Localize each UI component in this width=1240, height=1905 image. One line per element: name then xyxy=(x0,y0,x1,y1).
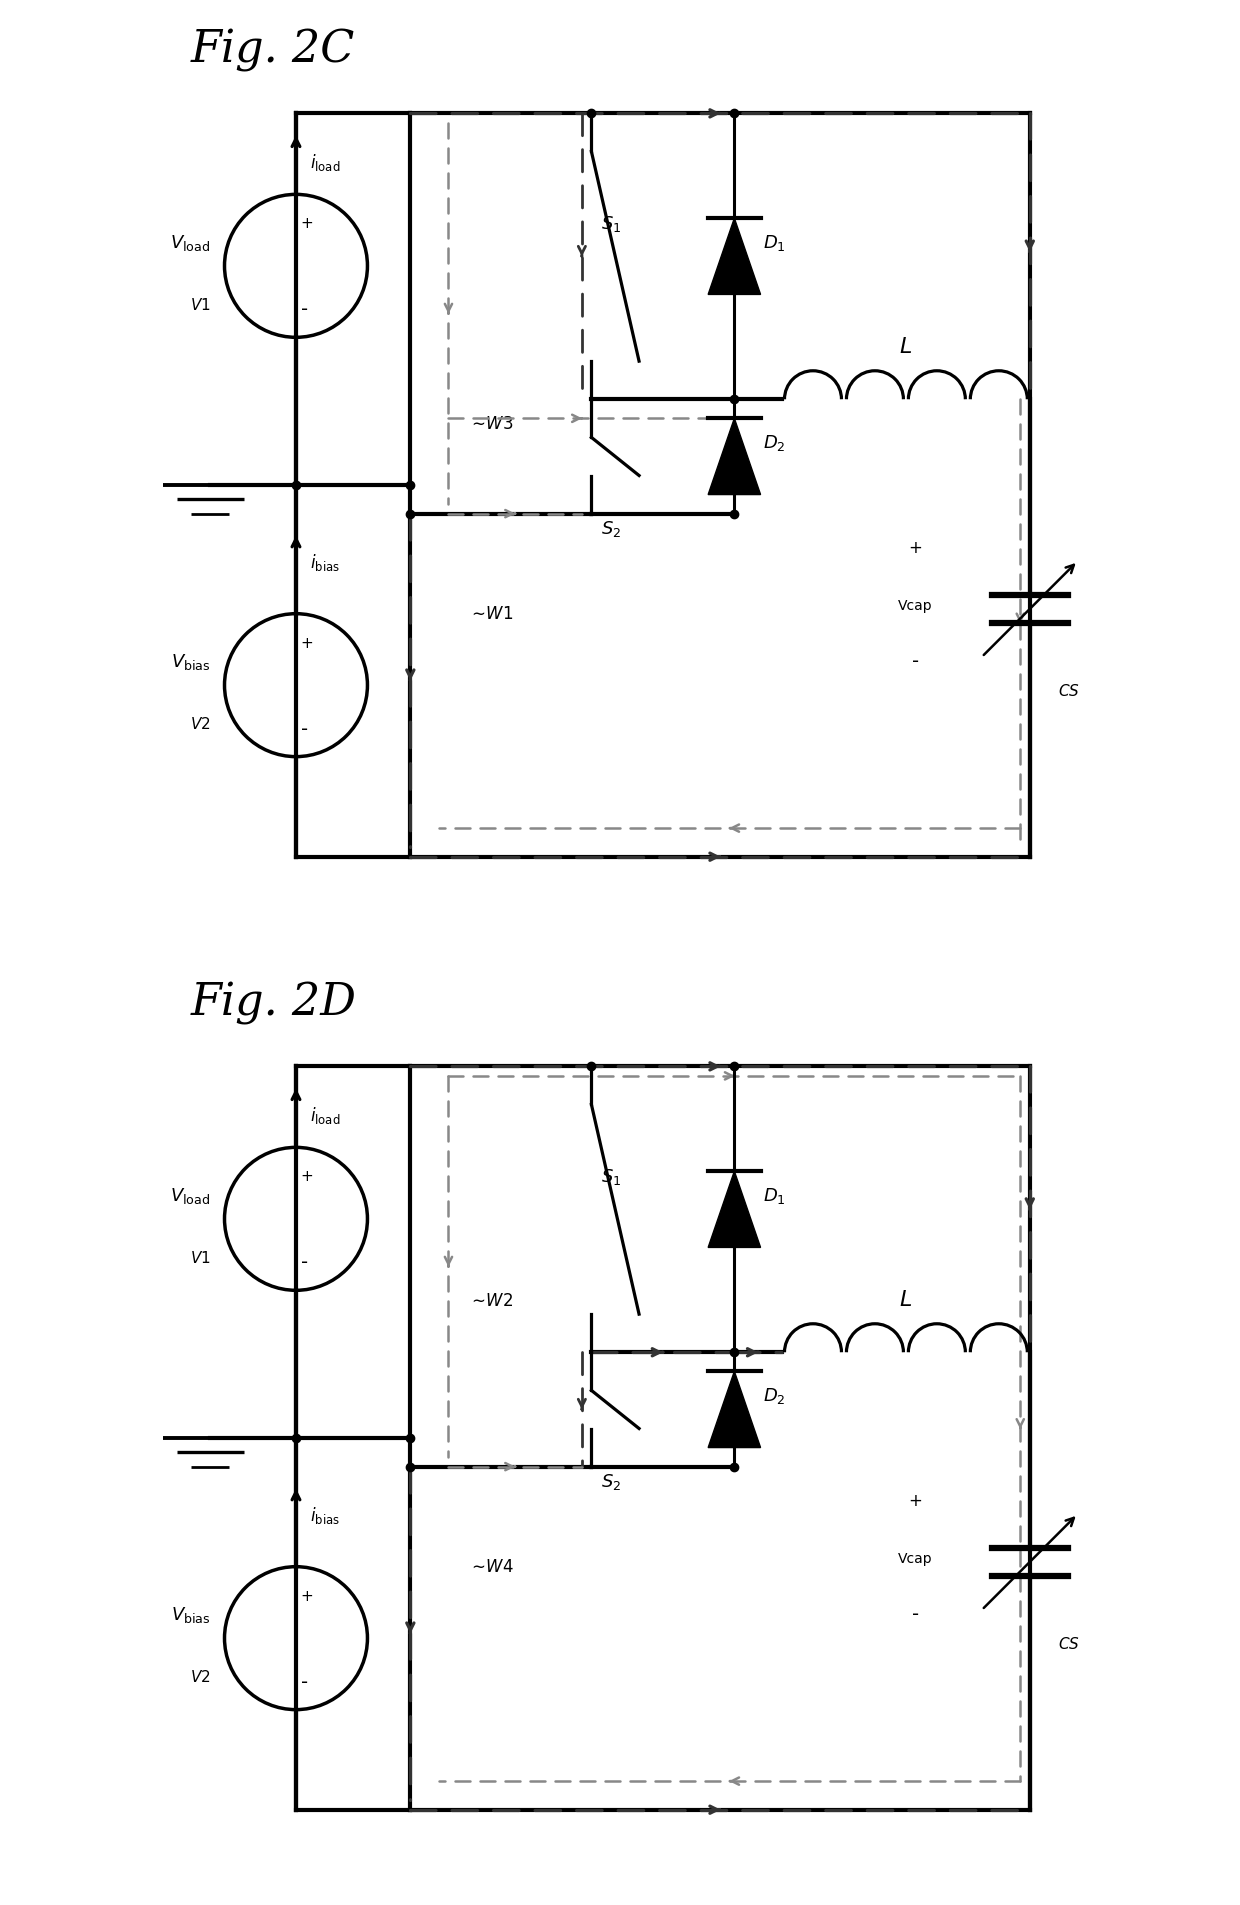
Text: +: + xyxy=(301,636,314,650)
Text: $D_1$: $D_1$ xyxy=(763,232,786,253)
Text: $\sim\!W3$: $\sim\!W3$ xyxy=(467,415,513,432)
Text: $\sim\!W2$: $\sim\!W2$ xyxy=(467,1292,512,1309)
Text: +: + xyxy=(909,1492,923,1509)
Polygon shape xyxy=(708,219,760,295)
Text: $\sim\!W4$: $\sim\!W4$ xyxy=(467,1558,513,1575)
Text: $i_{\rm bias}$: $i_{\rm bias}$ xyxy=(310,1503,340,1526)
Text: Fig. 2C: Fig. 2C xyxy=(191,29,356,72)
Text: $\sim\!W1$: $\sim\!W1$ xyxy=(467,606,513,623)
Text: $i_{\rm bias}$: $i_{\rm bias}$ xyxy=(310,551,340,573)
Text: +: + xyxy=(301,217,314,231)
Text: Vcap: Vcap xyxy=(898,598,932,613)
Text: -: - xyxy=(911,652,919,671)
Text: $CS$: $CS$ xyxy=(1059,682,1080,699)
Text: -: - xyxy=(301,301,308,318)
Text: $S_1$: $S_1$ xyxy=(601,1166,621,1187)
Text: $S_1$: $S_1$ xyxy=(601,213,621,234)
Polygon shape xyxy=(708,1172,760,1248)
Text: +: + xyxy=(301,1589,314,1602)
Text: $CS$: $CS$ xyxy=(1059,1634,1080,1652)
Text: $V_{\rm load}$: $V_{\rm load}$ xyxy=(170,1185,211,1206)
Text: Fig. 2D: Fig. 2D xyxy=(191,981,357,1025)
Text: $V1$: $V1$ xyxy=(190,297,211,312)
Text: $L$: $L$ xyxy=(899,337,913,356)
Text: Vcap: Vcap xyxy=(898,1551,932,1566)
Text: $V_{\rm bias}$: $V_{\rm bias}$ xyxy=(171,652,211,672)
Text: $V_{\rm bias}$: $V_{\rm bias}$ xyxy=(171,1604,211,1625)
Text: $D_2$: $D_2$ xyxy=(763,432,786,453)
Text: -: - xyxy=(911,1604,919,1623)
Text: -: - xyxy=(301,1673,308,1690)
Text: $V_{\rm load}$: $V_{\rm load}$ xyxy=(170,232,211,253)
Text: $D_2$: $D_2$ xyxy=(763,1385,786,1406)
Text: $V2$: $V2$ xyxy=(190,716,211,732)
Polygon shape xyxy=(708,419,760,495)
Text: $V1$: $V1$ xyxy=(190,1250,211,1265)
Text: $D_1$: $D_1$ xyxy=(763,1185,786,1206)
Text: -: - xyxy=(301,1253,308,1271)
Text: $i_{\rm load}$: $i_{\rm load}$ xyxy=(310,1103,341,1126)
Polygon shape xyxy=(708,1372,760,1448)
Text: $S_2$: $S_2$ xyxy=(601,1471,621,1492)
Text: $V2$: $V2$ xyxy=(190,1669,211,1684)
Text: +: + xyxy=(301,1170,314,1183)
Text: $S_2$: $S_2$ xyxy=(601,518,621,539)
Text: +: + xyxy=(909,539,923,556)
Text: $i_{\rm load}$: $i_{\rm load}$ xyxy=(310,150,341,173)
Text: $L$: $L$ xyxy=(899,1290,913,1309)
Text: -: - xyxy=(301,720,308,737)
